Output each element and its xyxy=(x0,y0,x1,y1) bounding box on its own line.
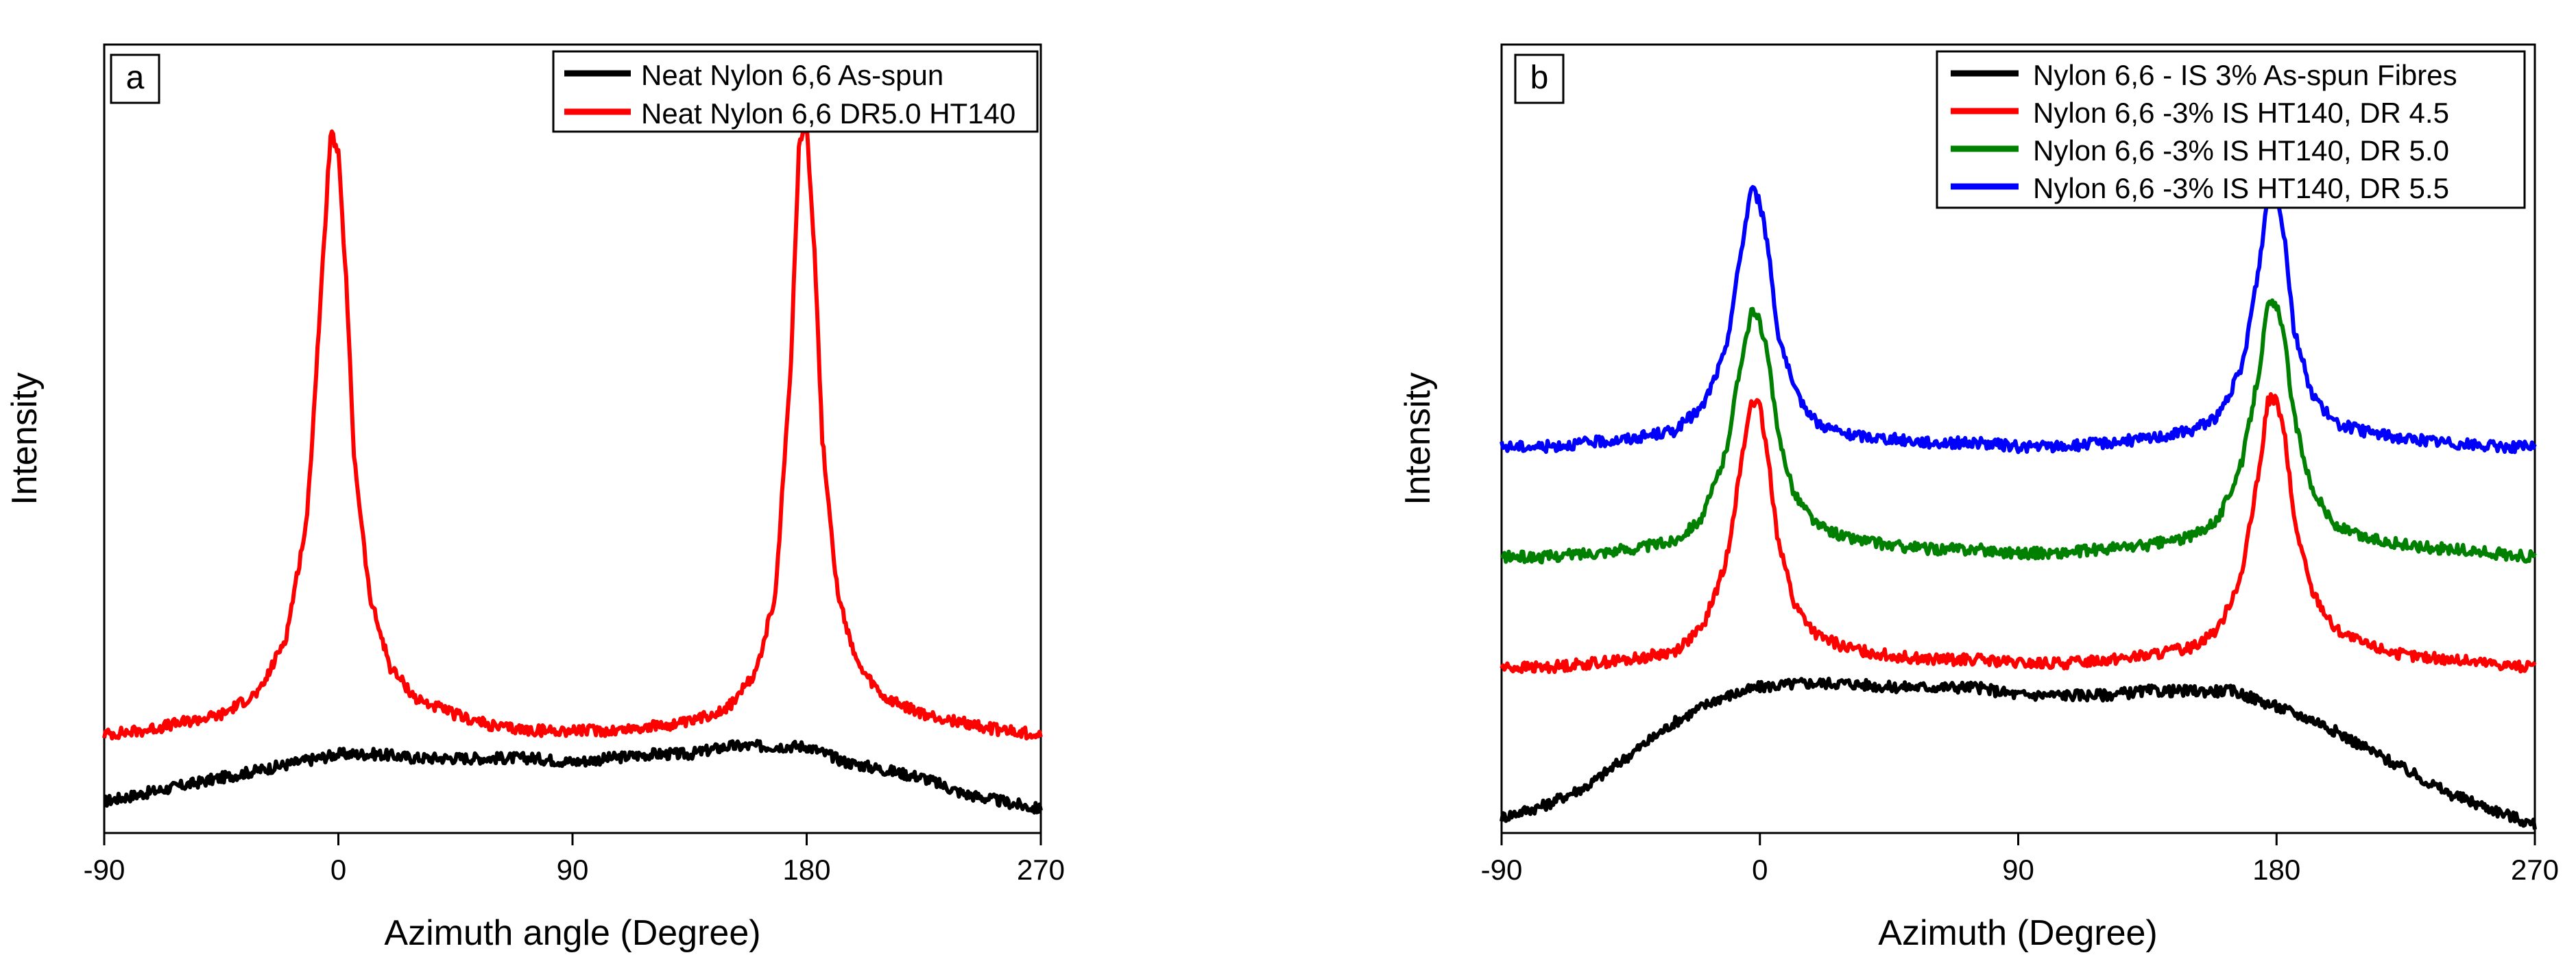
y-axis-label: Intensity xyxy=(5,372,45,505)
y-axis-label: Intensity xyxy=(1398,372,1438,505)
x-tick-label: 0 xyxy=(330,854,346,886)
series-line xyxy=(1500,184,2537,455)
legend-box xyxy=(1936,50,2526,209)
legend-entry: Nylon 6,6 - IS 3% As-spun Fibres xyxy=(2033,59,2457,91)
series-line xyxy=(103,738,1043,815)
x-axis-ticks: -90 0 90 180 270 xyxy=(84,833,1065,886)
panel-label-box xyxy=(1514,53,1565,104)
x-tick-label: -90 xyxy=(84,854,125,886)
x-tick-label: 180 xyxy=(782,854,830,886)
x-tick-label: 0 xyxy=(1752,854,1768,886)
series-line xyxy=(1500,392,2537,675)
plot-frame xyxy=(103,43,1042,834)
series-group xyxy=(102,121,1043,815)
legend-entry: Nylon 6,6 -3% IS HT140, DR 4.5 xyxy=(2033,97,2449,129)
panel-b: -90 0 90 180 270 b Azimuth (Degree) Intensit… xyxy=(1398,43,2559,953)
series-group xyxy=(1500,184,2537,830)
panel-a: -90 0 90 180 270 a Azimuth angle (Degree) In… xyxy=(5,43,1065,953)
legend-entry: Neat Nylon 6,6 As-spun xyxy=(641,59,943,91)
x-axis-label: Azimuth angle (Degree) xyxy=(384,913,760,953)
x-tick-label: 180 xyxy=(2252,854,2300,886)
legend-entry: Nylon 6,6 -3% IS HT140, DR 5.5 xyxy=(2033,172,2449,204)
x-tick-label: 90 xyxy=(2002,854,2034,886)
series-line xyxy=(1500,676,2537,830)
legend-box xyxy=(552,50,1039,133)
x-tick-label: 270 xyxy=(2511,854,2559,886)
x-tick-label: 90 xyxy=(557,854,589,886)
panel-label-box xyxy=(110,53,160,104)
legend-entry: Nylon 6,6 -3% IS HT140, DR 5.0 xyxy=(2033,134,2449,167)
panel-label: b xyxy=(1530,60,1549,96)
series-line xyxy=(1500,298,2537,565)
legend: Neat Nylon 6,6 As-spun Neat Nylon 6,6 DR… xyxy=(552,50,1039,133)
x-tick-label: -90 xyxy=(1481,854,1523,886)
x-tick-label: 270 xyxy=(1017,854,1065,886)
legend-entry: Neat Nylon 6,6 DR5.0 HT140 xyxy=(641,97,1015,130)
panel-label: a xyxy=(126,60,145,96)
legend: Nylon 6,6 - IS 3% As-spun Fibres Nylon 6… xyxy=(1936,50,2526,209)
series-line xyxy=(102,121,1043,740)
x-axis-ticks: -90 0 90 180 270 xyxy=(1481,833,2559,886)
x-axis-label: Azimuth (Degree) xyxy=(1878,913,2157,953)
